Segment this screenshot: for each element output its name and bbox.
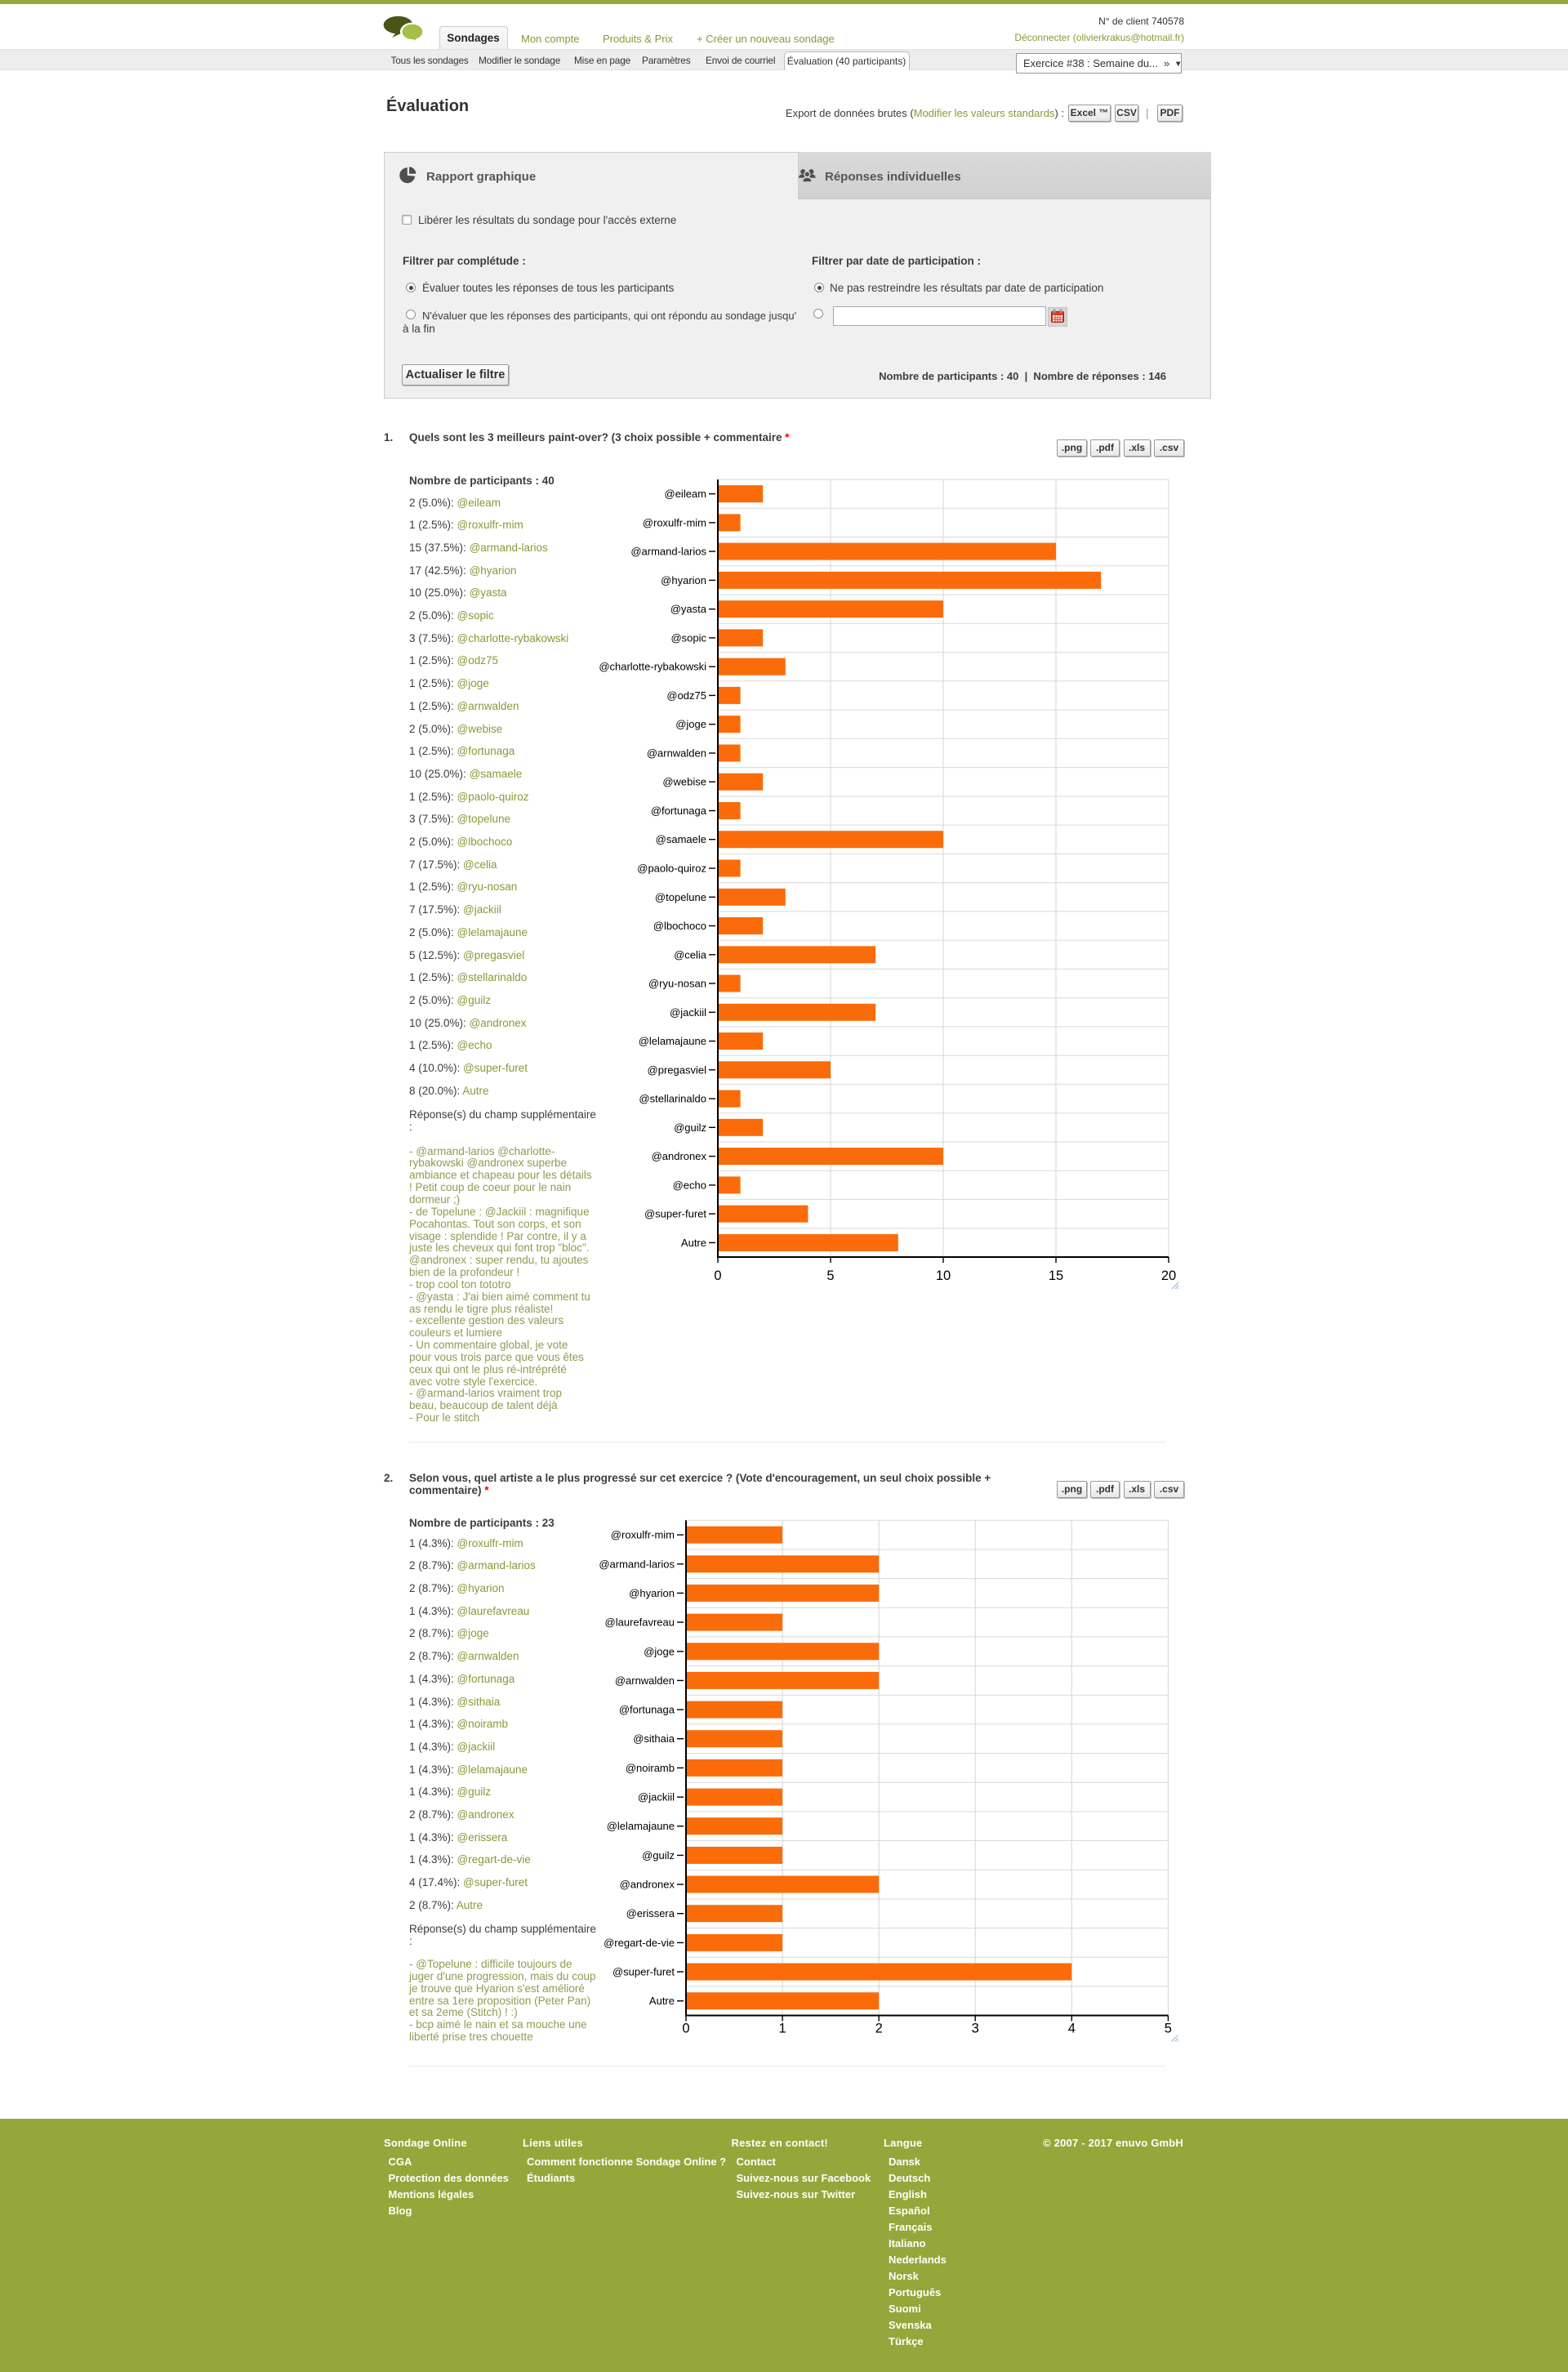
svg-text:@roxulfr-mim: @roxulfr-mim	[643, 516, 706, 528]
svg-text:2: 2	[875, 2021, 883, 2035]
svg-text:@laurefavreau: @laurefavreau	[605, 1616, 675, 1629]
svg-text:@guilz: @guilz	[674, 1121, 706, 1134]
svg-text:Autre: Autre	[681, 1237, 706, 1249]
svg-text:@joge: @joge	[675, 718, 706, 730]
svg-text:@andronex: @andronex	[620, 1879, 675, 1891]
svg-text:@andronex: @andronex	[652, 1150, 707, 1162]
svg-text:@erissera: @erissera	[626, 1907, 675, 1919]
svg-text:@samaele: @samaele	[656, 833, 706, 845]
svg-text:@lelamajaune: @lelamajaune	[639, 1035, 706, 1047]
svg-text:@lelamajaune: @lelamajaune	[607, 1820, 675, 1832]
svg-text:@armand-larios: @armand-larios	[599, 1558, 675, 1570]
svg-text:@stellarinaldo: @stellarinaldo	[639, 1093, 706, 1105]
svg-text:@jackiil: @jackiil	[670, 1006, 706, 1019]
svg-text:Autre: Autre	[649, 1995, 675, 2007]
svg-text:@ryu-nosan: @ryu-nosan	[648, 978, 706, 990]
svg-text:@super-furet: @super-furet	[612, 1966, 675, 1978]
svg-text:@paolo-quiroz: @paolo-quiroz	[637, 863, 706, 875]
svg-text:@sopic: @sopic	[670, 631, 706, 644]
svg-text:@lbochoco: @lbochoco	[653, 920, 706, 932]
svg-text:1: 1	[779, 2021, 786, 2035]
svg-text:@webise: @webise	[662, 776, 706, 788]
svg-text:@celia: @celia	[674, 948, 707, 961]
svg-text:@pregasviel: @pregasviel	[648, 1063, 707, 1076]
svg-text:0: 0	[682, 2021, 689, 2035]
svg-text:0: 0	[714, 1268, 721, 1283]
svg-text:3: 3	[972, 2021, 979, 2035]
svg-text:5: 5	[826, 1268, 834, 1283]
svg-text:@charlotte-rybakowski: @charlotte-rybakowski	[599, 661, 706, 673]
svg-text:@yasta: @yasta	[670, 603, 707, 615]
svg-text:@fortunaga: @fortunaga	[619, 1704, 675, 1716]
svg-text:@fortunaga: @fortunaga	[651, 805, 707, 817]
svg-text:@topelune: @topelune	[655, 891, 706, 903]
svg-text:@noiramb: @noiramb	[626, 1762, 675, 1774]
svg-text:@hyarion: @hyarion	[629, 1587, 675, 1599]
svg-text:@roxulfr-mim: @roxulfr-mim	[611, 1529, 675, 1541]
svg-text:@super-furet: @super-furet	[644, 1208, 706, 1220]
svg-text:@arnwalden: @arnwalden	[647, 747, 706, 760]
svg-text:@arnwalden: @arnwalden	[615, 1674, 675, 1687]
svg-text:@jackiil: @jackiil	[638, 1791, 675, 1804]
svg-text:10: 10	[936, 1268, 951, 1283]
svg-text:4: 4	[1068, 2021, 1076, 2035]
svg-text:@armand-larios: @armand-larios	[630, 546, 706, 558]
svg-text:@eileam: @eileam	[665, 488, 707, 500]
svg-text:@echo: @echo	[673, 1179, 706, 1191]
svg-text:@sithaia: @sithaia	[633, 1732, 675, 1745]
svg-text:@hyarion: @hyarion	[661, 574, 706, 586]
svg-text:@regart-de-vie: @regart-de-vie	[604, 1937, 675, 1949]
svg-text:20: 20	[1161, 1268, 1176, 1283]
svg-text:@joge: @joge	[644, 1645, 675, 1657]
svg-text:15: 15	[1049, 1268, 1063, 1283]
svg-text:@odz75: @odz75	[666, 689, 706, 702]
svg-text:@guilz: @guilz	[642, 1849, 675, 1861]
svg-text:5: 5	[1165, 2021, 1172, 2035]
